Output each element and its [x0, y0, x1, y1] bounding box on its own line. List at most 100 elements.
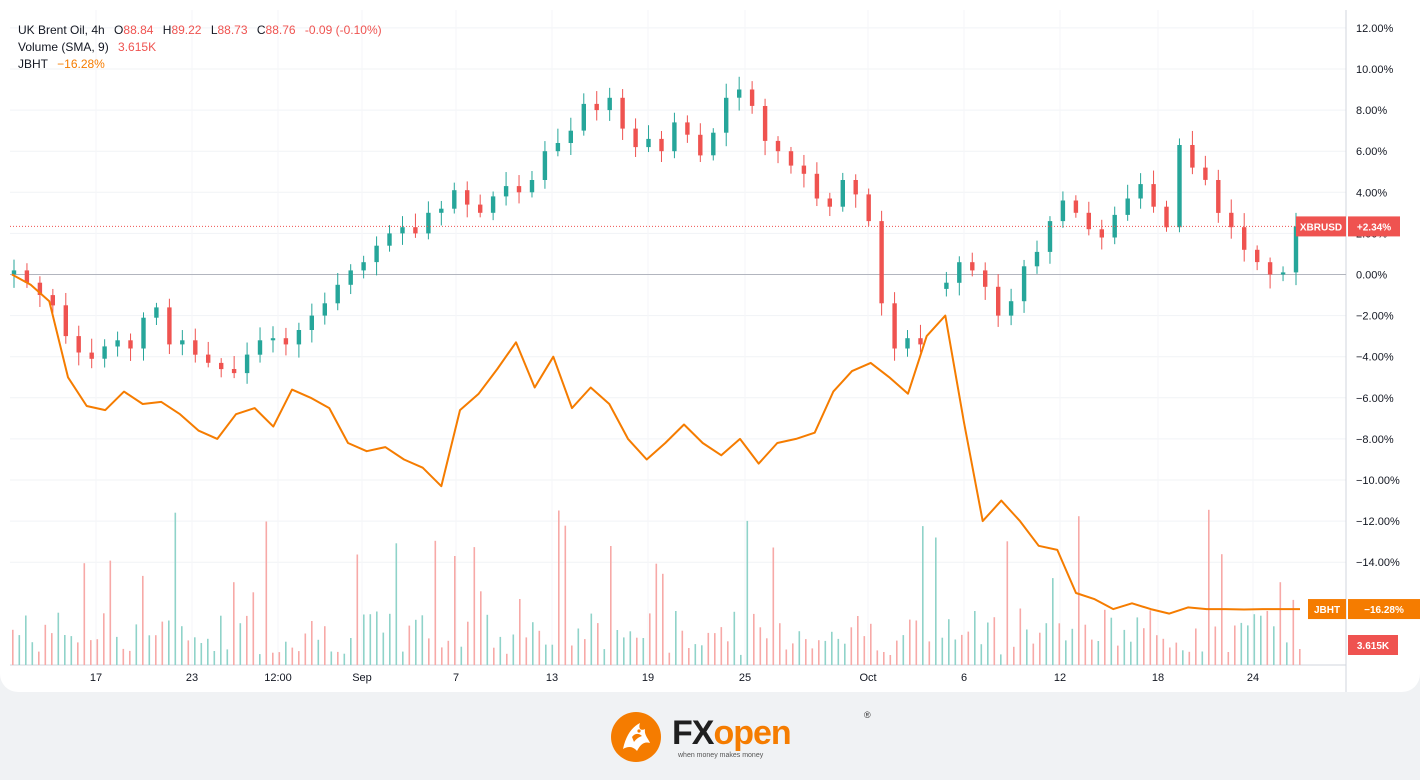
x-tick-label: 17	[90, 672, 102, 684]
volume-bar	[194, 637, 196, 665]
legend-low: 88.73	[217, 23, 248, 37]
candle-body	[1255, 249, 1260, 263]
legend-high: 89.22	[171, 23, 202, 37]
volume-bar	[135, 624, 138, 665]
volume-bar	[376, 611, 378, 665]
legend-symbol: UK Brent Oil, 4h	[18, 23, 105, 37]
volume-bar	[1130, 641, 1132, 665]
candle-body	[529, 180, 535, 193]
candle-body	[1177, 145, 1182, 228]
volume-bar	[1286, 642, 1288, 665]
volume-bar	[116, 636, 118, 665]
candle-body	[1229, 212, 1234, 228]
volume-bar	[1260, 615, 1262, 665]
candle-body	[1073, 200, 1079, 213]
volume-bar	[1169, 647, 1171, 665]
volume-bar	[486, 614, 489, 665]
candle-body	[283, 338, 289, 345]
volume-bar	[818, 640, 820, 665]
candle-body	[63, 305, 68, 337]
volume-bar	[577, 628, 580, 665]
candle-body	[555, 143, 561, 152]
xbrusd-series-label: XBRUSD	[1300, 222, 1342, 233]
candle-body	[516, 186, 522, 193]
candle-body	[1021, 266, 1027, 302]
candle-body	[775, 140, 781, 152]
volume-bar	[311, 621, 313, 665]
volume-bar	[655, 563, 658, 665]
volume-bar	[993, 617, 996, 665]
candle-body	[646, 138, 651, 148]
volume-bar	[350, 638, 352, 665]
candle-body	[659, 138, 664, 152]
volume-bar	[1078, 516, 1080, 665]
candle-body	[866, 194, 871, 222]
volume-bar	[428, 638, 430, 665]
candle-body	[970, 262, 975, 271]
candle-body	[698, 134, 703, 156]
volume-bar	[1162, 638, 1165, 665]
volume-bar	[226, 649, 229, 665]
volume-bar	[974, 611, 976, 665]
volume-bar	[1071, 628, 1074, 665]
candle-body	[257, 340, 263, 355]
candle-body	[348, 270, 353, 285]
volume-bar	[1006, 541, 1009, 665]
y-tick-label: 0.00%	[1356, 270, 1387, 282]
volume-bar	[187, 640, 190, 665]
candle-body	[413, 227, 418, 234]
volume-bar	[343, 653, 346, 665]
volume-bar	[38, 651, 40, 665]
y-tick-label: −2.00%	[1356, 311, 1394, 323]
volume-bar	[25, 615, 27, 665]
volume-bar	[558, 510, 560, 665]
volume-bar	[1065, 640, 1067, 665]
candle-body	[1060, 200, 1066, 222]
candle-body	[737, 89, 742, 98]
chart-card: 12.00%10.00%8.00%6.00%4.00%2.00%0.00%−2.…	[0, 0, 1420, 692]
x-tick-label: 6	[961, 672, 967, 684]
candle-body	[633, 128, 638, 148]
y-tick-label: 4.00%	[1356, 187, 1387, 199]
volume-bar	[103, 613, 105, 665]
volume-bar	[57, 612, 60, 665]
candle-body	[1164, 206, 1169, 228]
volume-bar	[857, 616, 859, 665]
volume-bar	[1214, 626, 1217, 665]
candle-body	[724, 97, 729, 133]
volume-bar	[395, 543, 398, 665]
candle-body	[840, 180, 845, 207]
volume-bar	[811, 648, 814, 665]
y-tick-label: 6.00%	[1356, 146, 1387, 158]
price-chart[interactable]: 12.00%10.00%8.00%6.00%4.00%2.00%0.00%−2.…	[0, 0, 1420, 692]
legend-compare-label: JBHT	[18, 57, 48, 71]
volume-bar	[44, 624, 47, 665]
volume-bar	[662, 573, 664, 665]
volume-bar	[954, 639, 957, 665]
volume-bar	[1273, 626, 1275, 665]
volume-bar	[200, 643, 203, 665]
volume-bar	[317, 639, 320, 665]
volume-bar	[636, 637, 638, 665]
candle-body	[400, 227, 405, 234]
volume-bar	[1136, 617, 1139, 665]
x-tick-label: 13	[546, 672, 558, 684]
brand-wordmark: FXopen ® when money makes money	[672, 710, 871, 762]
y-tick-label: −6.00%	[1356, 393, 1394, 405]
volume-bar	[1201, 651, 1204, 665]
volume-bar	[863, 636, 866, 665]
candle-body	[905, 338, 910, 349]
volume-bar	[51, 633, 53, 665]
volume-bar	[168, 620, 170, 665]
volume-bar	[441, 647, 443, 665]
volume-bar	[1019, 608, 1022, 665]
candle-body	[1293, 226, 1299, 273]
candle-body	[490, 196, 496, 213]
candle-body	[141, 317, 146, 349]
volume-bar	[1227, 652, 1230, 665]
candle-body	[672, 122, 677, 152]
candle-body	[892, 303, 897, 349]
chart-legend: UK Brent Oil, 4h O88.84 H89.22 L88.73 C8…	[18, 22, 382, 73]
volume-bar	[532, 622, 534, 665]
volume-bar	[584, 639, 586, 665]
